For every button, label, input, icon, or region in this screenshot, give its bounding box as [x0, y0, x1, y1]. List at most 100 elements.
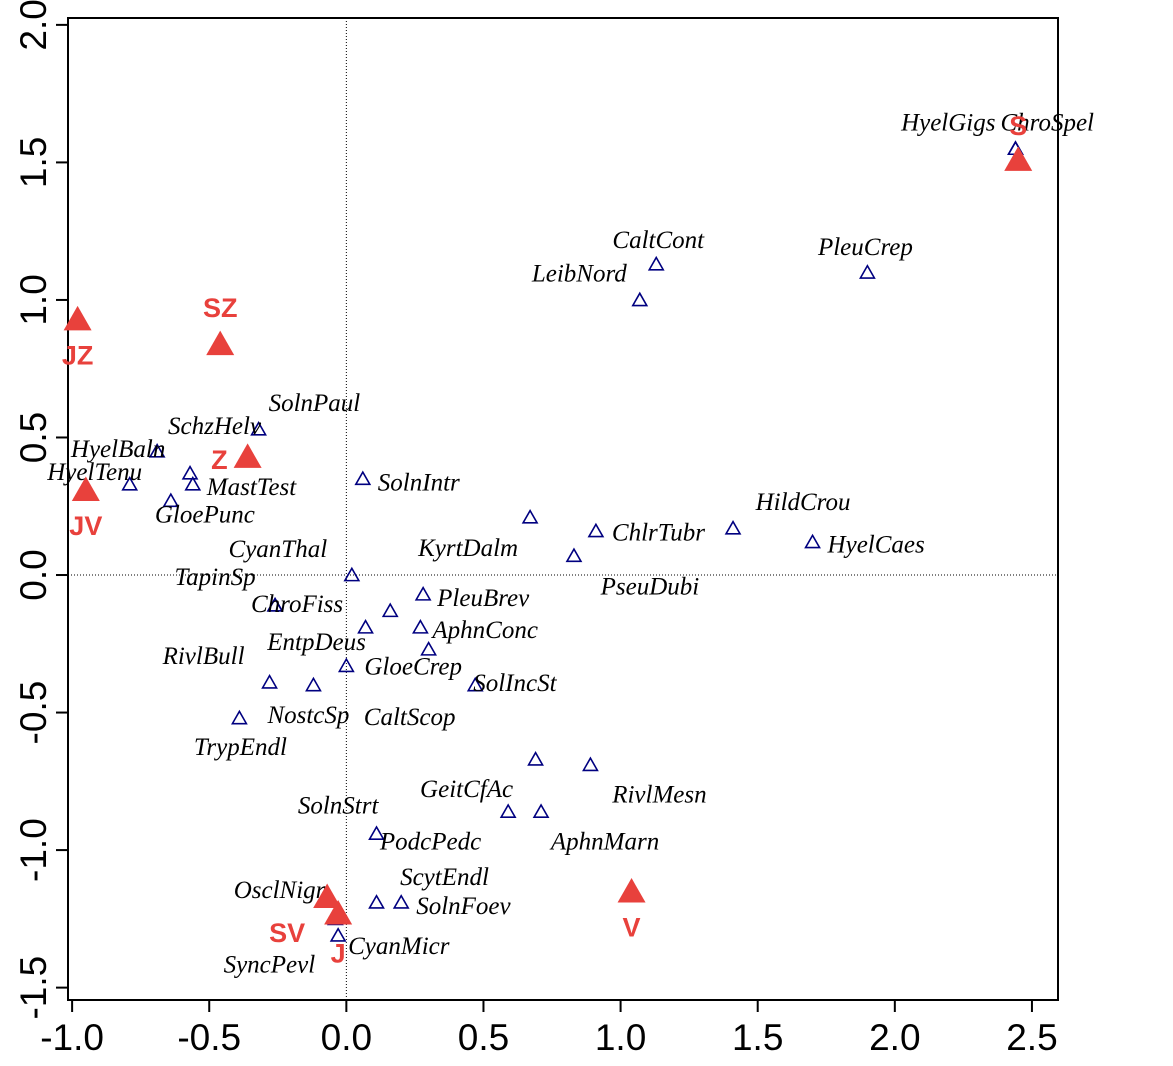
- species-label: SolIncSt: [473, 670, 557, 697]
- species-label: PseuDubi: [600, 573, 700, 600]
- species-label: CyanThal: [229, 536, 328, 563]
- site-point: [233, 443, 262, 468]
- species-label: NostcSp: [266, 702, 349, 729]
- species-point: [121, 475, 139, 491]
- species-label: OsclNigr: [234, 877, 326, 904]
- species-label: GloePunc: [155, 501, 255, 528]
- site-point: [324, 900, 353, 925]
- species-point: [261, 674, 278, 689]
- species-label: SyncPevl: [224, 952, 316, 979]
- species-label: EntpDeus: [266, 629, 366, 656]
- species-point: [148, 442, 166, 458]
- species-label: GloeCrep: [364, 654, 462, 681]
- species-label: HyelCaes: [827, 532, 925, 559]
- site-label: SV: [269, 918, 305, 948]
- species-label: LeibNord: [531, 261, 627, 288]
- site-point: [313, 883, 342, 909]
- species-point: [414, 586, 432, 601]
- plot-frame: [67, 17, 1059, 1001]
- species-point: [499, 803, 517, 818]
- species-label: ChlrTubr: [612, 520, 705, 547]
- species-label: PleuBrev: [436, 585, 530, 612]
- species-point: [305, 676, 322, 692]
- x-tick-label: -1.0: [40, 1017, 104, 1058]
- species-label: TrypEndl: [194, 734, 287, 761]
- x-tick-label: 1.0: [595, 1017, 646, 1058]
- species-point: [337, 657, 355, 673]
- x-tick-label: 0.5: [458, 1017, 509, 1058]
- species-label: ScytEndl: [400, 864, 489, 891]
- species-point: [266, 597, 284, 612]
- species-label: CaltCont: [612, 227, 705, 254]
- x-tick-label: 2.5: [1006, 1017, 1057, 1058]
- species-label: GeitCfAc: [420, 776, 513, 803]
- species-label: CyanMicr: [348, 933, 450, 960]
- species-point: [420, 641, 438, 656]
- y-tick-label: 0.0: [13, 549, 54, 600]
- species-point: [582, 756, 599, 772]
- species-point: [631, 291, 649, 307]
- species-label: HyelGigs: [900, 109, 995, 136]
- species-point: [368, 825, 385, 840]
- species-point: [565, 547, 583, 563]
- species-label: CaltScop: [364, 704, 456, 731]
- species-point: [368, 894, 385, 909]
- site-label: V: [623, 912, 641, 942]
- site-label: JZ: [62, 340, 94, 370]
- species-label: HyelBaln: [70, 436, 165, 463]
- y-tick-label: 2.0: [13, 0, 54, 51]
- species-point: [532, 803, 550, 818]
- species-label: AphnMarn: [549, 828, 659, 855]
- site-label: SZ: [203, 293, 238, 323]
- species-label: MastTest: [206, 474, 297, 501]
- species-label: PleuCrep: [817, 234, 913, 261]
- species-label: HildCrou: [755, 489, 851, 516]
- species-point: [357, 619, 374, 634]
- species-label: RivlBull: [162, 643, 245, 670]
- species-point: [343, 566, 361, 582]
- x-tick-label: 1.5: [732, 1017, 783, 1058]
- species-label: RivlMesn: [611, 782, 706, 809]
- x-tick-label: -0.5: [177, 1017, 241, 1058]
- y-tick-label: 1.5: [13, 137, 54, 188]
- y-tick-label: 1.0: [13, 274, 54, 325]
- y-tick-label: -1.5: [13, 956, 54, 1020]
- site-point: [63, 305, 92, 331]
- site-label: S: [1009, 111, 1027, 141]
- y-tick-label: 0.5: [13, 412, 54, 463]
- species-point: [647, 255, 665, 271]
- site-label: J: [331, 938, 346, 968]
- species-label: TapinSp: [175, 564, 256, 591]
- species-label: SolnFoev: [416, 893, 511, 920]
- species-label: AphnConc: [430, 617, 538, 644]
- site-point: [71, 476, 100, 501]
- species-point: [181, 464, 199, 480]
- species-label: PodcPedc: [379, 828, 481, 855]
- species-point: [724, 519, 742, 535]
- species-point: [354, 470, 372, 486]
- y-tick-label: -0.5: [13, 681, 54, 745]
- species-point: [587, 522, 605, 538]
- species-point: [184, 475, 202, 491]
- site-label: JV: [69, 511, 102, 541]
- y-tick-label: -1.0: [13, 818, 54, 882]
- species-point: [804, 533, 821, 549]
- species-point: [381, 602, 399, 618]
- species-point: [466, 676, 484, 692]
- site-label: Z: [211, 445, 228, 475]
- species-point: [392, 894, 410, 909]
- species-label: HyelTenu: [46, 459, 142, 486]
- site-point: [206, 330, 235, 356]
- species-label: SolnPaul: [269, 390, 361, 417]
- x-tick-label: 2.0: [869, 1017, 920, 1058]
- site-point: [1004, 146, 1033, 171]
- species-label: KyrtDalm: [417, 535, 518, 562]
- species-point: [329, 927, 347, 942]
- species-point: [250, 420, 267, 436]
- species-point: [527, 751, 544, 766]
- species-label: ChroSpel: [1000, 109, 1094, 136]
- species-label: SolnIntr: [378, 469, 460, 496]
- species-label: SchzHelv: [168, 413, 262, 440]
- species-point: [231, 709, 248, 725]
